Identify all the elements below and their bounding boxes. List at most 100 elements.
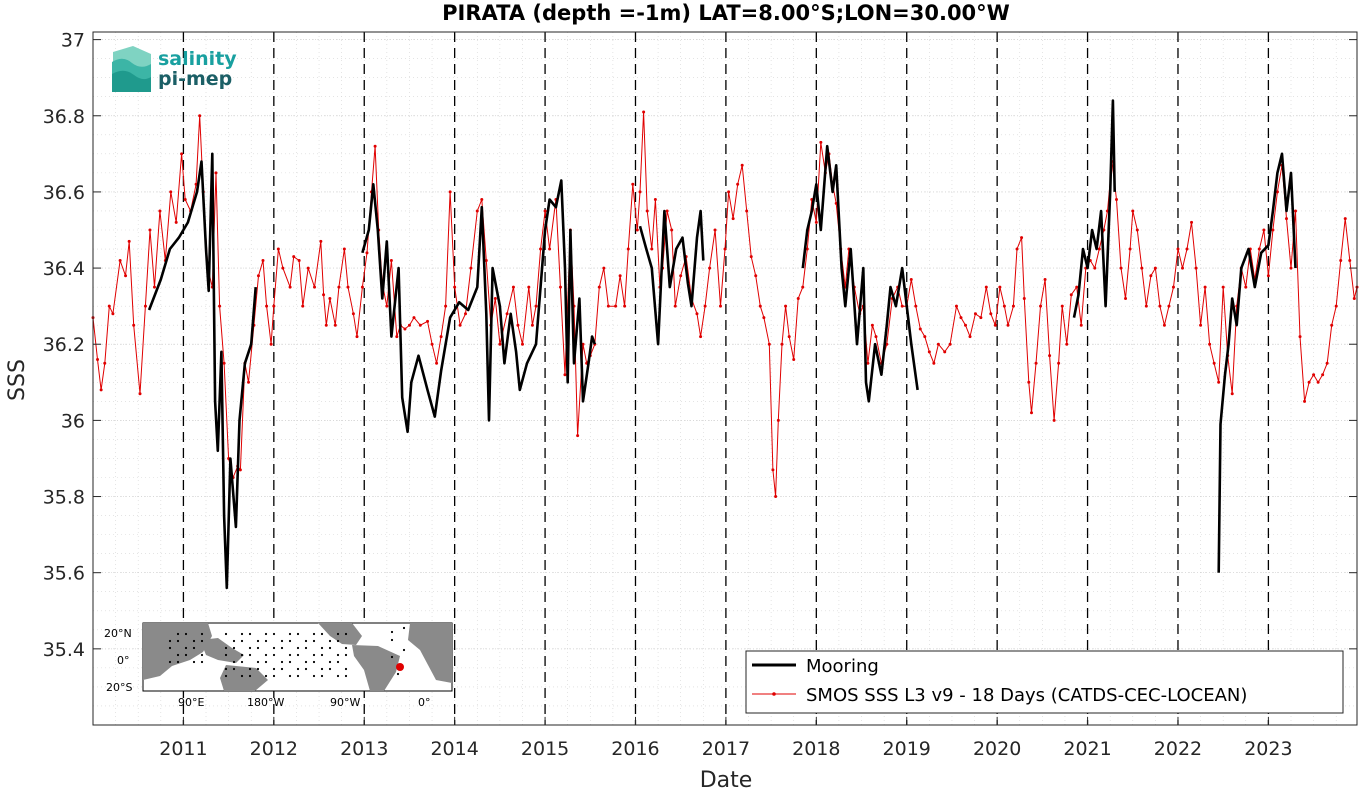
x-tick-label: 2017 xyxy=(702,738,750,760)
smos-sss-point xyxy=(281,266,285,270)
inset-lon-90e: 90°E xyxy=(178,696,204,709)
inset-buoy-dot xyxy=(320,674,324,678)
smos-sss-point xyxy=(355,335,359,339)
smos-sss-point xyxy=(439,335,443,339)
inset-lon-90w: 90°W xyxy=(330,696,360,709)
smos-sss-point xyxy=(1262,228,1266,232)
smos-sss-point xyxy=(914,304,918,308)
smos-sss-point xyxy=(1212,361,1216,365)
smos-sss-point xyxy=(1079,323,1083,327)
smos-sss-point xyxy=(1266,274,1270,278)
smos-sss-point xyxy=(642,110,646,114)
smos-sss-point xyxy=(313,285,317,289)
smos-sss-point xyxy=(1343,217,1347,221)
smos-sss-point xyxy=(998,285,1002,289)
smos-sss-point xyxy=(1190,220,1194,224)
smos-sss-point xyxy=(373,144,377,148)
inset-buoy-dot xyxy=(344,632,348,636)
inset-buoy-dot xyxy=(168,639,172,643)
smos-sss-point xyxy=(787,335,791,339)
smos-sss-point xyxy=(469,266,473,270)
inset-land-south-america xyxy=(352,645,400,691)
inset-buoy-dot xyxy=(288,653,292,657)
smos-sss-point xyxy=(448,190,452,194)
inset-buoy-dot xyxy=(200,653,204,657)
smos-sss-point xyxy=(1124,297,1128,301)
smos-sss-point xyxy=(256,274,260,278)
smos-sss-point xyxy=(767,342,771,346)
logo-text-salinity: salinity xyxy=(158,48,237,70)
legend: Mooring SMOS SSS L3 v9 - 18 Days (CATDS-… xyxy=(745,650,1344,714)
year-separator-lines xyxy=(182,32,1270,725)
smos-sss-point xyxy=(653,198,657,202)
smos-sss-point xyxy=(418,323,422,327)
smos-sss-point xyxy=(272,304,276,308)
smos-sss-point xyxy=(626,247,630,251)
inset-buoy-dot xyxy=(296,674,300,678)
smos-sss-point xyxy=(520,342,524,346)
smos-sss-point xyxy=(319,239,323,243)
inset-buoy-dot xyxy=(328,660,332,664)
smos-sss-point xyxy=(1069,293,1073,297)
smos-sss-point xyxy=(774,495,778,499)
inset-buoy-dot xyxy=(280,646,284,650)
inset-buoy-dot xyxy=(344,674,348,678)
smos-sss-point xyxy=(754,274,758,278)
x-tick-label: 2012 xyxy=(250,738,298,760)
x-tick-label: 2013 xyxy=(340,738,388,760)
smos-sss-point xyxy=(493,297,497,301)
smos-sss-point xyxy=(1114,198,1118,202)
inset-land-africa xyxy=(408,623,452,683)
inset-buoy-dot xyxy=(184,653,188,657)
inset-buoy-dot xyxy=(240,674,244,678)
smos-sss-point xyxy=(301,304,305,308)
smos-sss-point xyxy=(480,198,484,202)
inset-buoy-dot xyxy=(240,632,244,636)
inset-buoy-dot xyxy=(272,653,276,657)
smos-sss-point xyxy=(993,323,997,327)
smos-sss-point xyxy=(943,350,947,354)
smos-sss-point xyxy=(1060,304,1064,308)
inset-land-australia xyxy=(220,665,268,691)
inset-buoy-dot xyxy=(232,667,236,671)
smos-sss-point xyxy=(614,304,618,308)
smos-sss-point xyxy=(776,418,780,422)
smos-sss-point xyxy=(618,274,622,278)
smos-sss-point xyxy=(527,285,531,289)
smos-sss-point xyxy=(1321,373,1325,377)
inset-buoy-dot xyxy=(240,653,244,657)
smos-sss-point xyxy=(426,319,430,323)
smos-sss-point xyxy=(805,247,809,251)
smos-sss-point xyxy=(679,274,683,278)
x-tick-label: 2020 xyxy=(973,738,1021,760)
inset-buoy-dot-atlantic xyxy=(390,638,394,642)
smos-sss-point xyxy=(214,171,218,175)
mooring-segment xyxy=(1072,99,1116,318)
smos-sss-point xyxy=(1316,380,1320,384)
smos-sss-point xyxy=(107,304,111,308)
inset-buoy-dot xyxy=(304,667,308,671)
inset-buoy-dot xyxy=(344,667,348,671)
inset-buoy-dot xyxy=(168,646,172,650)
smos-sss-point xyxy=(623,304,627,308)
inset-buoy-dot xyxy=(272,646,276,650)
smos-sss-point xyxy=(505,312,509,316)
smos-sss-line xyxy=(92,111,1358,497)
inset-buoy-dot xyxy=(232,646,236,650)
smos-sss-point xyxy=(127,239,131,243)
smos-sss-point xyxy=(631,182,635,186)
legend-swatch-smos-marker xyxy=(772,692,776,696)
inset-buoy-dot xyxy=(312,632,316,636)
smos-sss-point xyxy=(1022,297,1026,301)
inset-buoy-dot xyxy=(224,646,228,650)
smos-sss-point xyxy=(745,209,749,213)
smos-sss-point xyxy=(198,114,202,118)
y-tick-label: 35.8 xyxy=(43,487,85,509)
smos-sss-point xyxy=(979,316,983,320)
smos-sss-point xyxy=(866,361,870,365)
x-tick-label: 2021 xyxy=(1063,738,1111,760)
inset-buoy-dot xyxy=(304,639,308,643)
inset-buoy-dot xyxy=(256,667,260,671)
inset-lon-180w: 180°W xyxy=(247,696,284,709)
smos-sss-point xyxy=(1043,278,1047,281)
